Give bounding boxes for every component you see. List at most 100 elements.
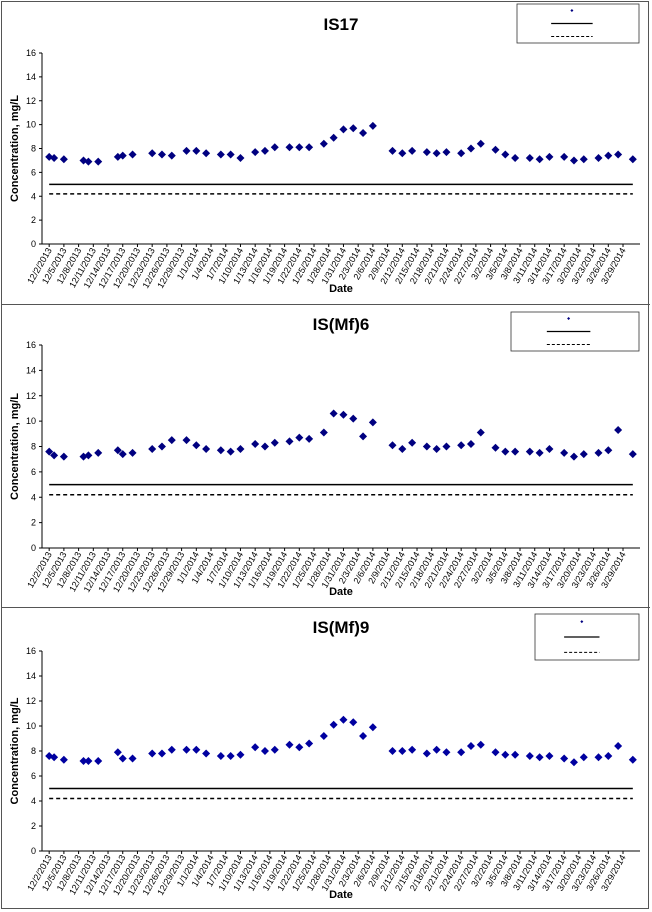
y-tick-label: 4: [31, 796, 36, 806]
data-point: [525, 447, 534, 456]
data-point: [128, 448, 137, 457]
data-point: [432, 445, 441, 454]
data-point: [594, 448, 603, 457]
data-point: [408, 438, 417, 447]
data-point: [236, 750, 245, 759]
y-tick-label: 12: [26, 391, 36, 401]
data-point: [398, 747, 407, 755]
y-tick-label: 16: [26, 340, 36, 350]
data-point: [167, 436, 176, 445]
data-point: [525, 154, 534, 163]
data-point: [260, 442, 269, 451]
x-axis-label: Date: [329, 283, 353, 295]
data-point: [535, 155, 544, 164]
data-point: [118, 151, 127, 160]
data-point: [560, 448, 569, 457]
data-point: [45, 447, 54, 456]
data-point: [339, 410, 348, 419]
data-point: [628, 155, 637, 164]
data-point: [594, 753, 603, 762]
data-point: [157, 150, 166, 159]
data-point: [545, 445, 554, 454]
data-point: [368, 723, 377, 732]
data-point: [251, 439, 260, 448]
data-point: [226, 752, 235, 760]
data-point: [339, 715, 348, 724]
data-point: [157, 442, 166, 451]
data-point: [59, 155, 68, 164]
data-point: [398, 149, 407, 158]
data-point: [525, 752, 534, 760]
data-point: [319, 428, 328, 437]
data-point: [295, 743, 304, 752]
data-point: [329, 409, 338, 418]
data-point: [59, 755, 68, 764]
chart-panel-ismf9: IS(Mf)9024681012141612/2/201312/5/201312…: [9, 613, 640, 901]
data-point: [466, 742, 475, 750]
data-point: [79, 757, 88, 765]
data-point: [319, 139, 328, 148]
y-axis-label: Concentration, mg/L: [9, 393, 21, 500]
data-point: [511, 154, 520, 163]
y-tick-label: 4: [31, 191, 36, 201]
y-tick-label: 0: [31, 846, 36, 856]
data-point: [118, 450, 127, 459]
data-point: [457, 748, 466, 757]
data-point: [569, 758, 578, 767]
y-tick-label: 8: [31, 746, 36, 756]
data-point: [349, 414, 358, 423]
y-tick-label: 4: [31, 492, 36, 502]
data-point: [226, 447, 235, 456]
data-point: [260, 146, 269, 155]
data-point: [604, 446, 613, 455]
data-point: [94, 157, 103, 166]
y-tick-label: 6: [31, 771, 36, 781]
data-point: [113, 446, 122, 455]
data-point: [50, 154, 59, 163]
data-point: [604, 752, 613, 760]
data-point: [466, 144, 475, 153]
data-point: [84, 157, 93, 166]
data-point: [349, 124, 358, 133]
data-point: [545, 752, 554, 760]
y-tick-label: 16: [26, 48, 36, 58]
data-point: [270, 438, 279, 447]
y-tick-label: 12: [26, 696, 36, 706]
data-point: [59, 452, 68, 461]
data-point: [182, 436, 191, 445]
data-point: [466, 439, 475, 448]
data-point: [182, 146, 191, 155]
x-axis-label: Date: [329, 889, 353, 901]
data-point: [579, 450, 588, 459]
y-tick-label: 10: [26, 120, 36, 130]
y-tick-label: 2: [31, 821, 36, 831]
data-point: [94, 448, 103, 457]
data-point: [442, 442, 451, 451]
data-point: [422, 148, 431, 157]
chart-panel-is17: IS17024681012141612/2/201312/5/201312/8/…: [9, 3, 640, 295]
data-point: [236, 154, 245, 163]
data-point: [569, 156, 578, 165]
data-point: [442, 748, 451, 757]
legend-marker-diamond: [567, 317, 571, 320]
y-tick-label: 0: [31, 239, 36, 249]
data-point: [305, 739, 314, 748]
data-point: [192, 441, 201, 450]
data-point: [94, 757, 103, 765]
data-point: [432, 149, 441, 158]
data-point: [628, 450, 637, 459]
data-point: [157, 749, 166, 758]
chart-title: IS17: [324, 15, 359, 34]
legend-marker-diamond: [580, 620, 584, 624]
data-point: [491, 443, 500, 452]
data-point: [604, 151, 613, 160]
data-point: [388, 146, 397, 155]
data-point: [113, 748, 122, 757]
data-point: [628, 755, 637, 764]
y-tick-label: 8: [31, 442, 36, 452]
y-tick-label: 6: [31, 167, 36, 177]
data-point: [511, 750, 520, 759]
data-point: [388, 747, 397, 755]
data-point: [192, 745, 201, 754]
